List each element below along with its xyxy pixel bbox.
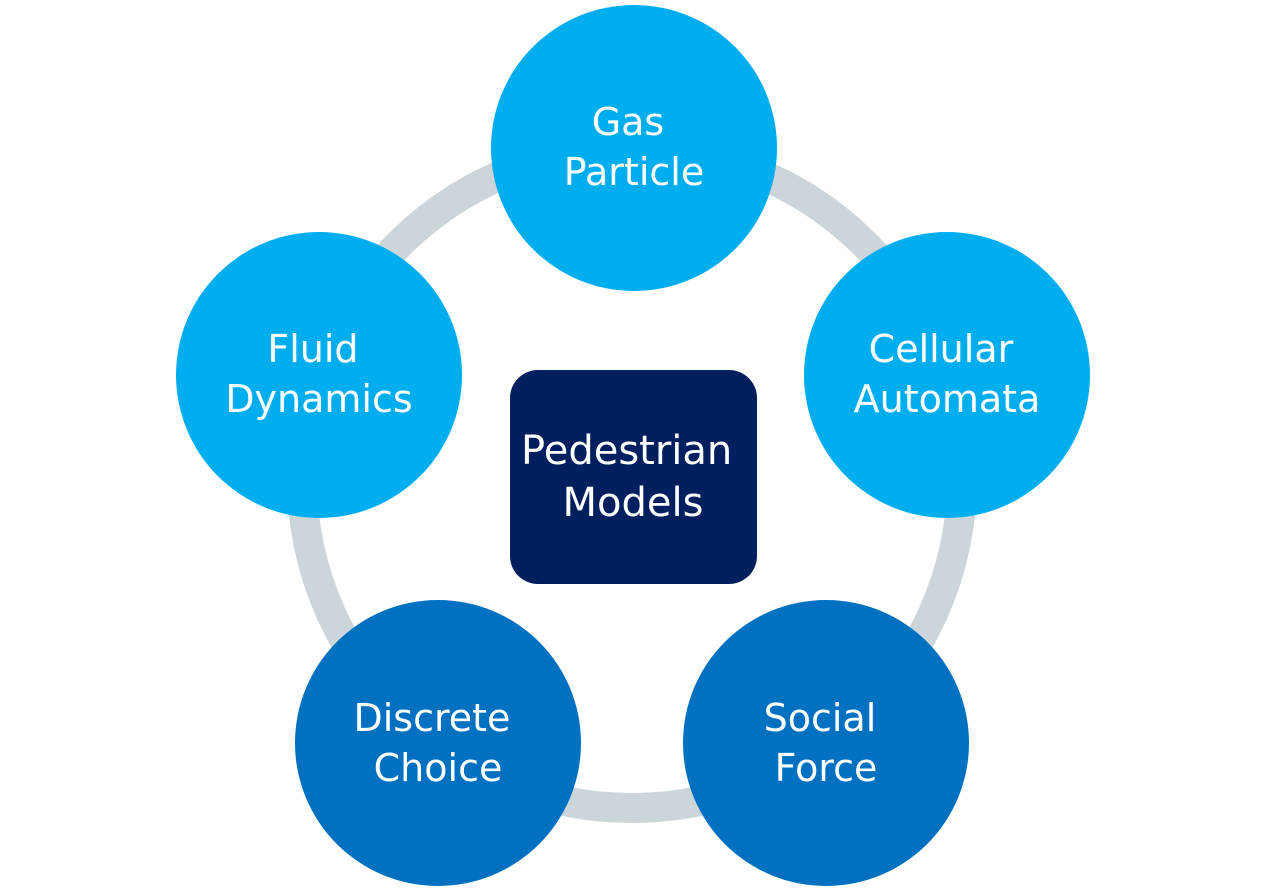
model-node-label-line: Automata <box>854 377 1041 421</box>
model-node-label-line: Social <box>764 696 877 740</box>
model-node-circle <box>491 5 777 291</box>
model-node-label-line: Cellular <box>869 327 1014 371</box>
model-node-label: Fluid Dynamics <box>225 327 412 421</box>
model-node-label-line: Force <box>775 746 878 790</box>
center-node-label-line: Models <box>563 480 704 526</box>
model-node-social-force: Social Force <box>683 600 969 886</box>
model-node-gas-particle: Gas Particle <box>491 5 777 291</box>
model-node-label: Social Force <box>764 696 889 790</box>
model-node-label-line: Particle <box>564 150 704 194</box>
model-node-label-line: Fluid <box>267 327 358 371</box>
model-node-label-line: Discrete <box>353 696 510 740</box>
model-node-label-line: Gas <box>592 100 665 144</box>
center-node-label: Pedestrian Models <box>521 428 745 526</box>
model-node-circle <box>176 232 462 518</box>
model-node-cellular-automata: Cellular Automata <box>804 232 1090 518</box>
model-node-circle <box>683 600 969 886</box>
model-node-circle <box>295 600 581 886</box>
model-node-label-line: Choice <box>374 746 503 790</box>
center-node-box <box>510 370 757 584</box>
model-node-label: Cellular Automata <box>854 327 1041 421</box>
model-node-label: Discrete Choice <box>353 696 522 790</box>
model-node-label: Gas Particle <box>564 100 704 194</box>
model-node-discrete-choice: Discrete Choice <box>295 600 581 886</box>
model-node-fluid-dynamics: Fluid Dynamics <box>176 232 462 518</box>
model-node-label-line: Dynamics <box>225 377 412 421</box>
model-node-circle <box>804 232 1090 518</box>
center-node-pedestrian-models: Pedestrian Models <box>510 370 757 584</box>
center-node-label-line: Pedestrian <box>521 428 732 474</box>
